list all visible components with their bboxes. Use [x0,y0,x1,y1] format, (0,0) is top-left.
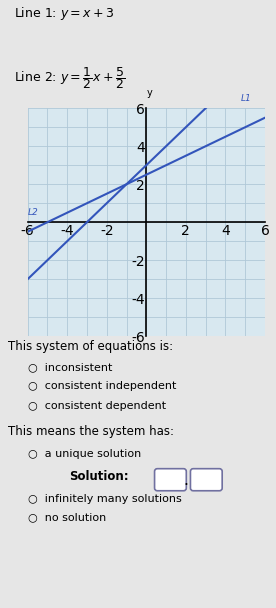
FancyBboxPatch shape [190,469,222,491]
FancyBboxPatch shape [155,469,186,491]
Text: .: . [184,473,189,488]
Text: This system of equations is:: This system of equations is: [8,340,173,353]
Text: ○  inconsistent: ○ inconsistent [28,362,112,372]
Text: ○  a unique solution: ○ a unique solution [28,449,141,459]
Text: Solution:: Solution: [69,471,129,483]
Text: Line 1: $y=x+3$: Line 1: $y=x+3$ [14,5,114,22]
Text: L1: L1 [241,94,252,103]
Text: Line 2: $y=\dfrac{1}{2}x+\dfrac{5}{2}$: Line 2: $y=\dfrac{1}{2}x+\dfrac{5}{2}$ [14,65,125,91]
Text: ○  no solution: ○ no solution [28,513,106,522]
Text: ○  infinitely many solutions: ○ infinitely many solutions [28,494,181,504]
Text: y: y [146,88,152,98]
Text: L2: L2 [28,207,38,216]
Text: This means the system has:: This means the system has: [8,426,174,438]
Text: ○  consistent independent: ○ consistent independent [28,381,176,392]
Text: ○  consistent dependent: ○ consistent dependent [28,401,166,411]
